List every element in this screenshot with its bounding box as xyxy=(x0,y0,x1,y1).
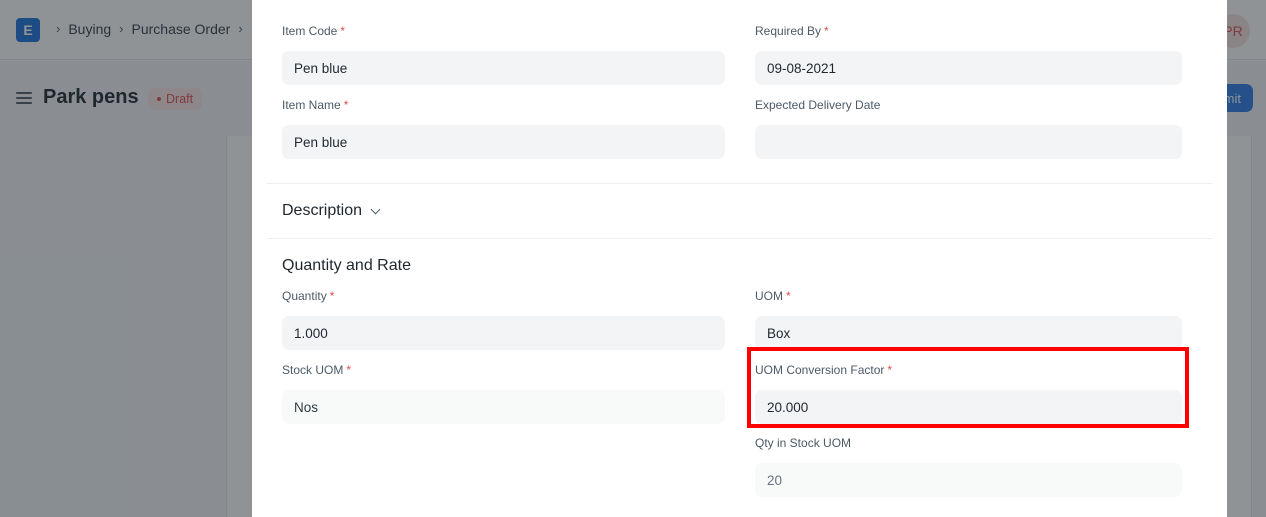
description-section-title: Description xyxy=(282,202,363,219)
item-code-label: Item Code xyxy=(282,24,338,38)
uom-field: UOM * Box xyxy=(755,288,1182,350)
quantity-and-rate-section: Quantity and Rate xyxy=(282,257,411,275)
item-code-input[interactable]: Pen blue xyxy=(282,51,725,85)
stock-uom-value: Nos xyxy=(282,390,725,424)
quantity-and-rate-title: Quantity and Rate xyxy=(282,257,411,274)
edit-item-dialog: Item Code * Pen blue Required By * 09-08-2… xyxy=(252,0,1227,517)
uom-input[interactable]: Box xyxy=(755,316,1182,350)
item-name-label: Item Name xyxy=(282,98,341,112)
required-by-field: Required By * 09-08-2021 xyxy=(755,23,1182,85)
required-by-input[interactable]: 09-08-2021 xyxy=(755,51,1182,85)
required-asterisk: * xyxy=(343,98,349,112)
stock-uom-label: Stock UOM xyxy=(282,363,344,377)
item-code-field: Item Code * Pen blue xyxy=(282,23,725,85)
expected-delivery-date-field: Expected Delivery Date xyxy=(755,97,1182,159)
uom-conversion-factor-label: UOM Conversion Factor xyxy=(755,363,885,377)
quantity-label: Quantity xyxy=(282,289,327,303)
required-asterisk: * xyxy=(824,24,829,38)
qty-in-stock-uom-label: Qty in Stock UOM xyxy=(755,436,852,450)
quantity-field: Quantity * 1.000 xyxy=(282,288,725,350)
qty-in-stock-uom-field: Qty in Stock UOM 20 xyxy=(755,435,1182,497)
uom-conversion-factor-input[interactable]: 20.000 xyxy=(755,390,1182,424)
uom-label: UOM xyxy=(755,289,783,303)
item-name-input[interactable]: Pen blue xyxy=(282,125,725,159)
chevron-down-icon xyxy=(370,204,381,214)
required-asterisk: * xyxy=(340,24,346,38)
required-asterisk: * xyxy=(329,289,335,303)
required-asterisk: * xyxy=(786,289,791,303)
required-asterisk: * xyxy=(887,363,893,377)
required-asterisk: * xyxy=(346,363,352,377)
expected-delivery-date-input[interactable] xyxy=(755,125,1182,159)
required-by-label: Required By xyxy=(755,24,822,38)
section-divider xyxy=(267,183,1212,184)
qty-in-stock-uom-value: 20 xyxy=(755,463,1182,497)
quantity-input[interactable]: 1.000 xyxy=(282,316,725,350)
item-name-field: Item Name * Pen blue xyxy=(282,97,725,159)
expected-delivery-date-label: Expected Delivery Date xyxy=(755,98,881,112)
description-section-toggle[interactable]: Description xyxy=(282,202,381,220)
uom-conversion-factor-field: UOM Conversion Factor * 20.000 xyxy=(755,362,1182,424)
section-divider xyxy=(267,238,1212,239)
stock-uom-field: Stock UOM * Nos xyxy=(282,362,725,424)
